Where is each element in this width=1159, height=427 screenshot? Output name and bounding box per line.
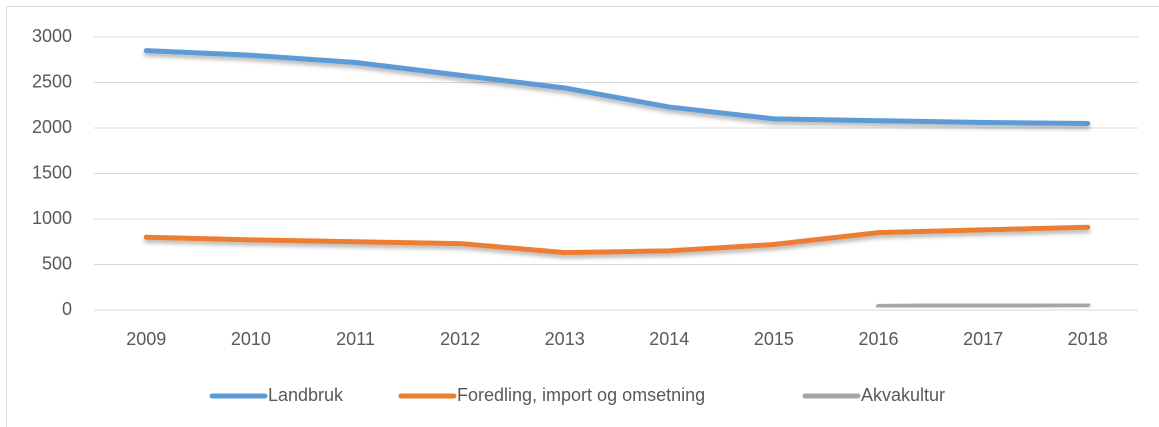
y-tick-label: 0	[62, 299, 72, 319]
y-tick-label: 3000	[32, 26, 72, 46]
x-tick-label: 2018	[1068, 329, 1108, 349]
x-tick-label: 2014	[649, 329, 689, 349]
x-tick-label: 2011	[336, 329, 375, 349]
y-tick-label: 1000	[32, 208, 72, 228]
x-tick-label: 2016	[858, 329, 898, 349]
x-tick-label: 2010	[231, 329, 271, 349]
legend-label: Foredling, import og omsetning	[457, 385, 705, 405]
y-tick-label: 1500	[32, 162, 72, 182]
line	[876, 302, 1091, 309]
x-tick-label: 2017	[963, 329, 1003, 349]
line	[143, 224, 1091, 256]
x-tick-label: 2013	[545, 329, 585, 349]
x-tick-label: 2009	[126, 329, 166, 349]
x-tick-label: 2015	[754, 329, 794, 349]
x-tick-label: 2012	[440, 329, 480, 349]
y-tick-label: 2000	[32, 117, 72, 137]
line	[143, 48, 1091, 126]
chart-border	[6, 6, 1159, 427]
legend-label: Akvakultur	[861, 385, 945, 405]
y-tick-label: 500	[42, 253, 72, 273]
legend-label: Landbruk	[268, 385, 344, 405]
y-tick-label: 2500	[32, 71, 72, 91]
